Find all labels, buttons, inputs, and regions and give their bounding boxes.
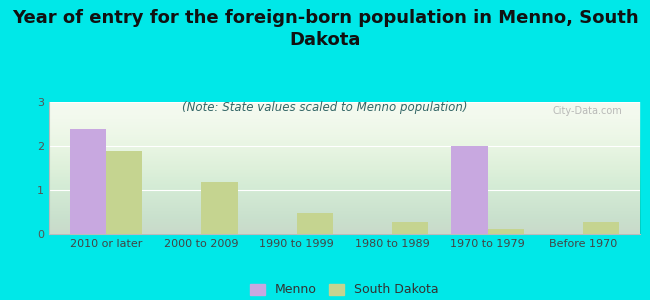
Bar (392, 222, 428, 234)
Bar (106, 151, 142, 234)
Text: City-Data.com: City-Data.com (552, 106, 623, 116)
Bar (451, 146, 488, 234)
Bar (488, 229, 524, 234)
Legend: Menno, South Dakota: Menno, South Dakota (250, 284, 439, 296)
Bar (70, 129, 106, 234)
Bar (583, 222, 619, 234)
Text: (Note: State values scaled to Menno population): (Note: State values scaled to Menno popu… (182, 100, 468, 113)
Bar (297, 213, 333, 234)
Text: Year of entry for the foreign-born population in Menno, South
Dakota: Year of entry for the foreign-born popul… (12, 9, 638, 49)
Bar (202, 182, 238, 234)
